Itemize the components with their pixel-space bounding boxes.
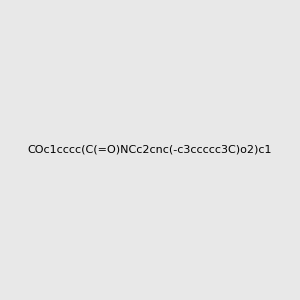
Text: COc1cccc(C(=O)NCc2cnc(-c3ccccc3C)o2)c1: COc1cccc(C(=O)NCc2cnc(-c3ccccc3C)o2)c1 xyxy=(28,145,272,155)
